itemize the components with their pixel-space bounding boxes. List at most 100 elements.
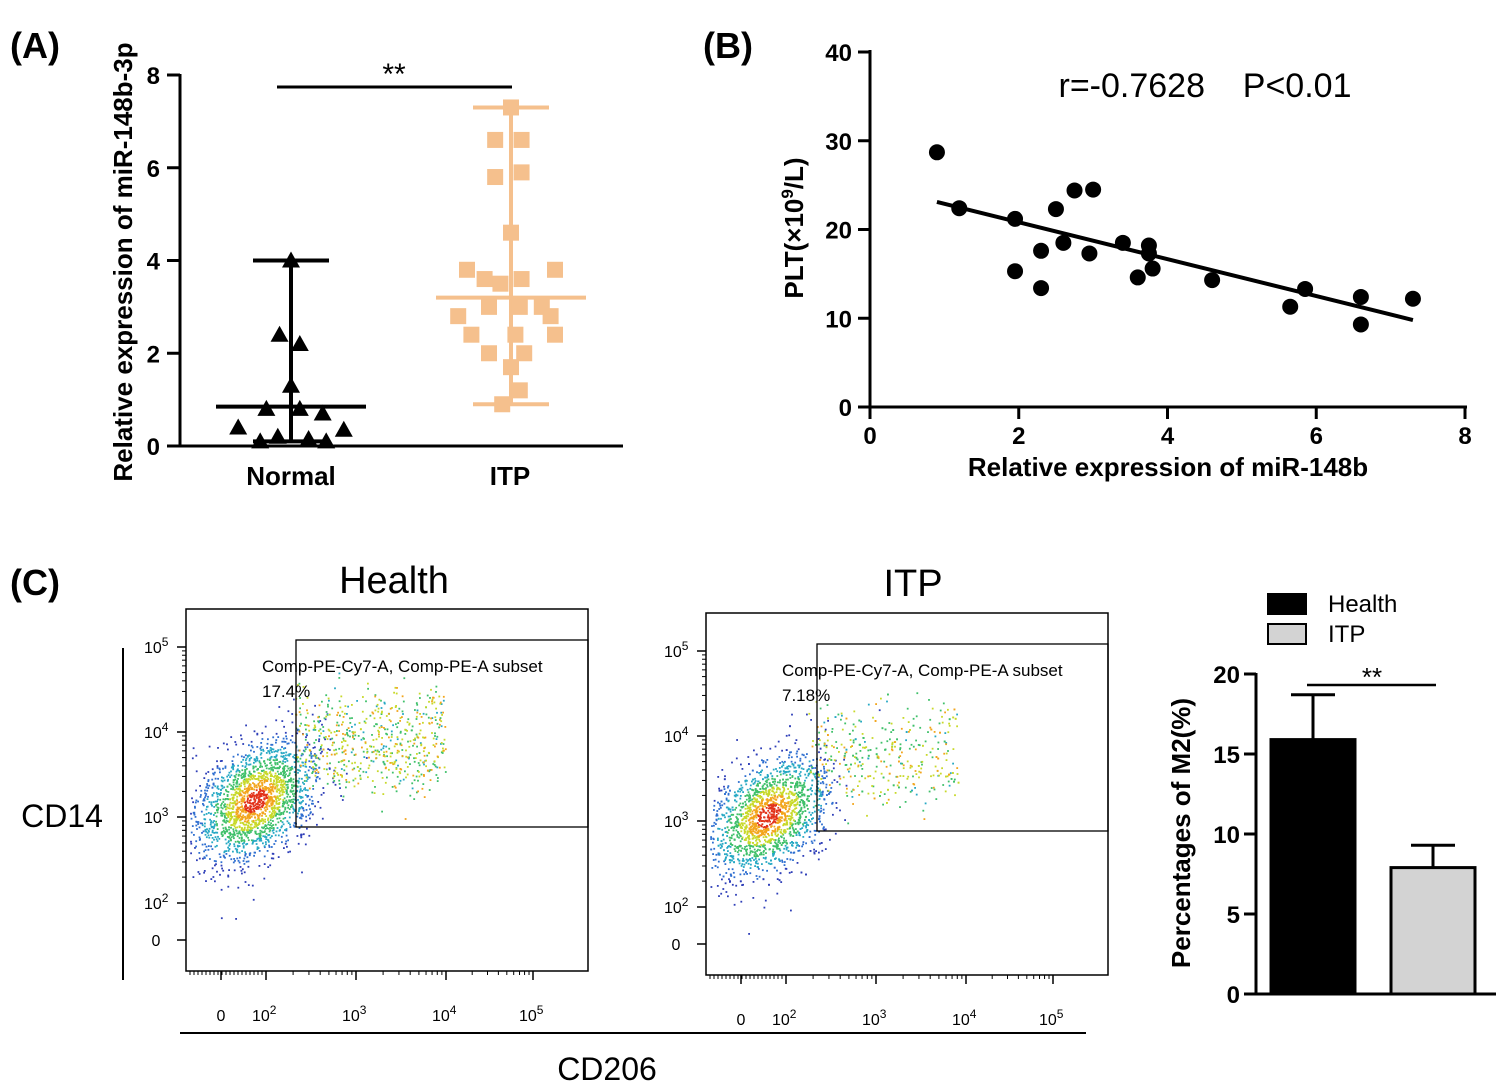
flow-tick-exp: 2 (270, 1003, 277, 1017)
flow-event (244, 815, 246, 818)
flow-event (312, 747, 315, 749)
flow-event (306, 746, 309, 749)
flow-event (245, 843, 247, 846)
flow-event (825, 746, 828, 749)
flow-x-tick-label: 103 (342, 1003, 367, 1025)
flow-event (276, 808, 279, 810)
flow-event (304, 746, 307, 749)
flow-event (754, 857, 757, 860)
flow-event (804, 816, 807, 819)
flow-event (776, 775, 779, 777)
flow-event (369, 745, 371, 748)
flow-event (719, 873, 721, 876)
flow-event (785, 842, 788, 844)
flow-event (773, 845, 776, 848)
flow-event (952, 762, 954, 765)
flow-event (724, 816, 726, 819)
flow-event (282, 737, 285, 740)
flow-event (923, 818, 926, 820)
flow-event (726, 847, 729, 849)
flow-event (256, 848, 259, 850)
flow-event (795, 803, 797, 806)
flow-event (715, 814, 718, 817)
flow-event (818, 731, 820, 734)
flow-event (234, 847, 237, 850)
flow-event (248, 758, 251, 760)
flow-event (751, 820, 754, 823)
flow-event (746, 848, 748, 851)
flow-event (292, 778, 295, 781)
flow-event (260, 808, 262, 811)
flow-event (729, 852, 732, 854)
flow-event (801, 784, 804, 787)
flow-event (342, 795, 345, 798)
flow-event (798, 766, 801, 769)
flow-event (221, 831, 224, 833)
flow-event (298, 729, 300, 732)
flow-event (297, 781, 300, 784)
flow-event (384, 755, 386, 758)
flow-event (246, 830, 249, 833)
flow-event (839, 777, 842, 780)
flow-event (254, 804, 256, 807)
flow-event (792, 859, 794, 861)
flow-event (769, 772, 772, 775)
flow-event (210, 845, 212, 848)
flow-event (436, 711, 438, 714)
flow-event (216, 828, 219, 830)
flow-event (233, 788, 236, 791)
flow-event (210, 812, 213, 815)
flow-event (312, 760, 315, 763)
flow-event (215, 820, 217, 823)
flow-event (898, 760, 900, 763)
flow-event (217, 803, 219, 805)
flow-event (227, 778, 229, 781)
flow-event (834, 759, 837, 762)
flow-event (799, 759, 802, 762)
flow-event (361, 710, 364, 713)
flow-event (871, 785, 873, 787)
flow-event (811, 842, 814, 844)
flow-event (754, 811, 757, 814)
flow-event (767, 799, 770, 802)
flow-event (371, 751, 374, 754)
flow-event (399, 779, 402, 782)
flow-event (244, 833, 246, 836)
flow-event (247, 839, 250, 842)
flow-event (249, 807, 252, 810)
flow-event (791, 824, 793, 826)
flow-event (717, 860, 720, 863)
flow-event (275, 784, 278, 787)
flow-event (340, 760, 343, 763)
flow-event (294, 798, 296, 801)
flow-event (749, 872, 752, 875)
flow-event (753, 855, 756, 858)
flow-event (778, 820, 781, 823)
flow-event (273, 813, 276, 815)
flow-event (783, 801, 786, 804)
flow-event (753, 793, 756, 796)
flow-event (213, 838, 215, 841)
flow-event (255, 784, 257, 787)
flow-event (344, 705, 347, 707)
flow-event (787, 850, 790, 852)
flow-event (269, 826, 271, 829)
flow-event (201, 832, 203, 834)
flow-event (263, 797, 266, 800)
flow-event (199, 796, 202, 798)
flow-event (223, 804, 225, 807)
flow-event (262, 842, 264, 845)
flow-event (787, 767, 789, 770)
flow-event (273, 795, 276, 798)
flow-event (257, 784, 260, 787)
flow-event (236, 781, 239, 784)
flow-event (228, 854, 231, 857)
flow-event (227, 846, 229, 849)
flow-event (787, 765, 790, 767)
flow-event (748, 793, 751, 796)
flow-event (259, 795, 261, 798)
flow-event (230, 817, 233, 820)
flow-event (211, 794, 214, 797)
flow-event (353, 785, 356, 788)
